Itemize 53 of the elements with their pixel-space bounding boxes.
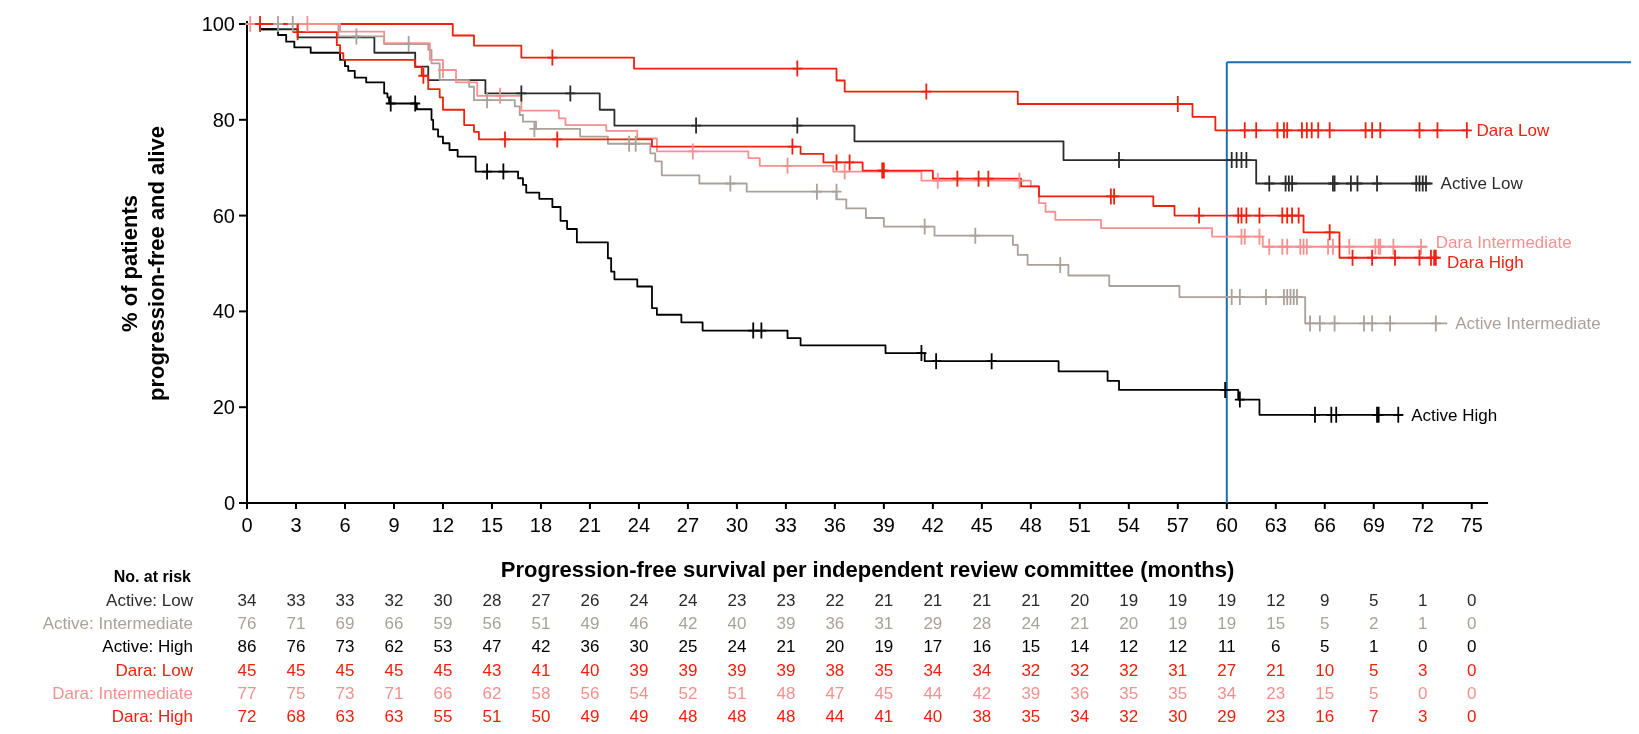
x-tick-label: 18 — [529, 514, 553, 536]
x-tick-label: 69 — [1362, 514, 1385, 536]
text: 77 75 73 71 66 62 58 56 54 52 51 48 47 45 44 42 39 36 35 35 34 23 15 5 0 0 — [237, 683, 1477, 703]
x-tick-label: 51 — [1068, 514, 1091, 536]
y-tick-label: 20 — [212, 396, 235, 419]
x-tick-label: 60 — [1215, 514, 1238, 536]
x-tick-label: 3 — [290, 514, 302, 536]
text: Dara: Low — [115, 660, 194, 680]
x-tick-label: 0 — [241, 514, 253, 536]
x-tick-label: 21 — [578, 514, 602, 536]
y-axis-title: % of patients progression-free and alive — [117, 125, 169, 402]
x-tick-label: 75 — [1460, 514, 1483, 536]
x-tick-label: 42 — [921, 514, 944, 536]
text: Active: Intermediate — [42, 614, 193, 634]
x-tick-label: 24 — [627, 514, 651, 536]
x-axis-title: Progression-free survival per independent review committee (months) — [500, 557, 1235, 582]
x-tick-label: 12 — [431, 514, 455, 536]
x-tick-label: 36 — [823, 514, 847, 536]
y-tick-label: 0 — [223, 492, 235, 514]
x-tick-label: 33 — [774, 514, 798, 536]
text: Active: Low — [106, 591, 194, 610]
x-tick-label: 15 — [480, 514, 504, 536]
text: No. at risk — [113, 568, 192, 585]
text: Dara: Intermediate — [52, 683, 193, 703]
series-label: Dara Intermediate — [1435, 233, 1572, 253]
x-tick-label: 66 — [1313, 514, 1336, 536]
x-tick-label: 54 — [1117, 514, 1140, 536]
x-tick-label: 39 — [872, 514, 895, 536]
text: 86 76 73 62 53 47 42 36 30 25 24 21 20 19 17 16 15 14 12 12 11 6 5 1 0 0 — [237, 637, 1477, 657]
y-tick-label: 60 — [212, 204, 235, 227]
y-tick-label: 40 — [212, 300, 235, 323]
text: Dara: High — [111, 707, 193, 726]
text: 34 33 33 32 30 28 27 26 24 24 23 23 22 21 21 21 21 20 19 19 19 12 9 5 1 0 — [237, 591, 1477, 610]
x-tick-label: 27 — [676, 514, 700, 536]
text: 72 68 63 63 55 51 50 49 49 48 48 48 44 41 40 38 35 34 32 30 29 23 16 7 3 0 — [237, 707, 1477, 726]
x-tick-label: 72 — [1411, 514, 1434, 536]
series-label: Active Low — [1440, 174, 1524, 194]
series-label: Dara Low — [1476, 121, 1550, 141]
x-tick-label: 9 — [388, 514, 400, 536]
x-tick-label: 48 — [1019, 514, 1042, 536]
series-label: Active High — [1411, 405, 1498, 425]
text: 76 71 69 66 59 56 51 49 46 42 40 39 36 31 29 28 24 21 20 19 19 15 5 2 1 0 — [237, 614, 1477, 634]
y-tick-label: 100 — [201, 13, 235, 35]
x-tick-label: 30 — [725, 514, 749, 536]
x-tick-label: 63 — [1264, 514, 1287, 536]
x-tick-label: 6 — [339, 514, 351, 536]
x-tick-label: 45 — [970, 514, 993, 536]
y-tick-label: 80 — [212, 108, 235, 131]
text: Active: High — [102, 637, 193, 657]
series-label: Active Intermediate — [1455, 314, 1601, 334]
text: 45 45 45 45 45 43 41 40 39 39 39 39 38 35 34 34 32 32 32 31 27 21 10 5 3 0 — [237, 660, 1477, 680]
x-tick-label: 57 — [1166, 514, 1189, 536]
series-label: Dara High — [1447, 253, 1524, 273]
